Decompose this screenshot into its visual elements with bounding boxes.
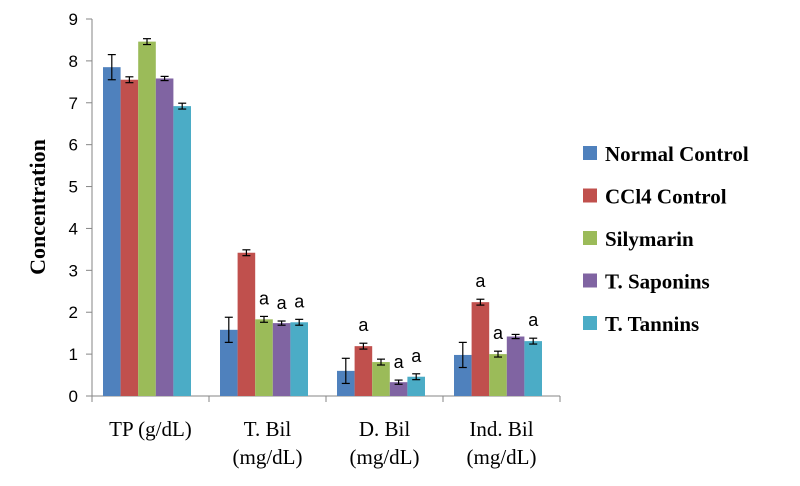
significance-label: a <box>493 323 504 343</box>
bar <box>489 354 507 396</box>
x-category-label: (mg/dL) <box>467 445 537 469</box>
legend-label: Normal Control <box>605 142 749 166</box>
bar <box>407 376 425 396</box>
y-tick-label: 9 <box>69 10 78 29</box>
legend: Normal Control CCl4 Control Silymarin T. Sa… <box>583 142 749 336</box>
bar <box>506 336 525 396</box>
y-tick-label: 2 <box>69 303 78 322</box>
y-tick-label: 4 <box>69 219 78 238</box>
y-tick-label: 1 <box>69 345 78 364</box>
bar <box>155 78 174 396</box>
bar <box>372 362 390 396</box>
x-category-label: (mg/dL) <box>233 445 303 469</box>
bars <box>103 41 542 397</box>
category-labels: TP (g/dL) T. Bil (mg/dL) D. Bil (mg/dL) Ind. … <box>109 417 536 469</box>
legend-label: T. Tannins <box>605 312 699 336</box>
legend-swatch <box>583 146 597 160</box>
bar <box>237 252 256 396</box>
x-category-label: D. Bil <box>359 417 411 441</box>
bar <box>389 382 408 396</box>
y-tick-label: 7 <box>69 94 78 113</box>
bar <box>220 329 238 396</box>
y-tick-label: 6 <box>69 136 78 155</box>
significance-label: a <box>294 291 305 311</box>
significance-label: a <box>394 352 405 372</box>
bar <box>120 79 139 396</box>
significance-label: a <box>277 293 288 313</box>
bar <box>255 319 273 396</box>
bar <box>290 322 308 396</box>
bar <box>524 341 542 396</box>
y-axis-title: Concentration <box>25 139 50 275</box>
significance-label: a <box>528 310 539 330</box>
y-tick-label: 5 <box>69 178 78 197</box>
bar <box>173 106 191 396</box>
x-category-label: Ind. Bil <box>469 417 533 441</box>
y-tick-label: 3 <box>69 261 78 280</box>
x-category-label: TP (g/dL) <box>109 417 192 441</box>
legend-label: CCl4 Control <box>605 185 727 209</box>
error-bars <box>107 38 538 385</box>
legend-swatch <box>583 316 597 330</box>
significance-label: a <box>358 315 369 335</box>
x-category-label: (mg/dL) <box>350 445 420 469</box>
significance-label: a <box>259 288 270 308</box>
bar <box>272 323 291 396</box>
x-category-label: T. Bil <box>244 417 292 441</box>
bar <box>471 302 490 396</box>
legend-label: T. Saponins <box>605 270 710 294</box>
significance-label: a <box>411 346 422 366</box>
bar <box>454 354 472 396</box>
legend-label: Silymarin <box>605 227 694 251</box>
bar <box>103 67 121 396</box>
y-tick-label: 0 <box>69 387 78 406</box>
significance-label: a <box>475 271 486 291</box>
bar <box>354 346 373 396</box>
y-tick-label: 8 <box>69 52 78 71</box>
bar <box>138 41 156 397</box>
legend-swatch <box>583 188 597 203</box>
legend-swatch <box>583 231 597 245</box>
legend-swatch <box>583 273 597 288</box>
